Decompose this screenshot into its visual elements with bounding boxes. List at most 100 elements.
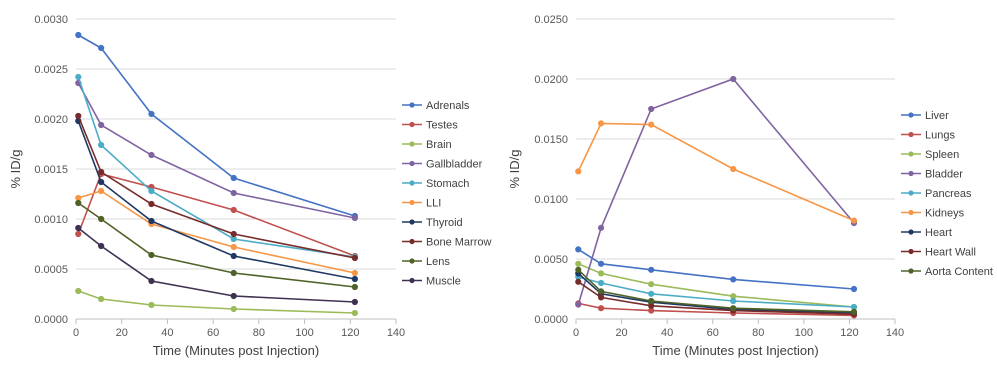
data-point-aorta-content (648, 297, 655, 305)
data-point-bone-marrow (230, 230, 237, 238)
data-point-spleen (648, 281, 655, 288)
data-point-thyroid (148, 217, 155, 225)
data-point-thyroid (351, 275, 358, 283)
data-point-pancreas (597, 279, 605, 287)
data-point-kidneys (850, 217, 858, 224)
legend-swatch-marker (409, 238, 415, 245)
data-point-thyroid (230, 252, 237, 260)
legend-swatch-marker (409, 219, 415, 225)
data-point-lli (351, 269, 358, 277)
data-point-gallbladder (230, 189, 237, 197)
data-point-muscle (75, 224, 82, 232)
data-point-bone-marrow (75, 112, 82, 120)
data-point-adrenals (230, 174, 237, 182)
data-point-stomach (75, 73, 82, 81)
data-point-heart-wall (597, 294, 605, 301)
legend-label: Thyroid (426, 217, 463, 229)
data-point-bone-marrow (351, 254, 358, 262)
data-point-lens (230, 269, 237, 277)
x-tick-label: 0 (73, 327, 79, 339)
data-point-brain (351, 309, 358, 317)
data-point-testes (230, 206, 237, 214)
series-line-bladder (577, 78, 855, 305)
data-point-lens (148, 251, 155, 259)
y-axis-title: % ID/g (507, 149, 522, 188)
x-tick-label: 100 (295, 327, 313, 339)
data-point-bladder (648, 105, 655, 113)
line-chart-right: 0.0000 0.0050 0.0100 0.0150 0.0200 0.0250 0 20 4… (507, 14, 993, 358)
legend-swatch-marker (908, 268, 914, 274)
series-line-liver (577, 248, 855, 290)
data-point-bladder (730, 75, 737, 83)
x-tick-label: 20 (116, 327, 128, 339)
legend-swatch-marker (409, 102, 415, 108)
series-line-kidneys (577, 122, 855, 222)
data-point-muscle (351, 298, 358, 306)
legend-swatch-marker (908, 170, 914, 177)
y-tick-label: 0.0005 (34, 264, 68, 276)
data-point-bladder (597, 224, 605, 231)
series-line-brain (78, 290, 355, 314)
legend-swatch-marker (908, 190, 914, 196)
data-point-kidneys (597, 120, 605, 127)
legend-label: Heart (925, 227, 952, 239)
y-axis-title: % ID/g (8, 149, 23, 188)
legend-swatch-marker (908, 229, 914, 235)
data-point-gallbladder (148, 151, 155, 159)
data-point-muscle (148, 277, 155, 285)
legend-swatch-marker (908, 151, 914, 157)
data-point-lungs (597, 305, 605, 312)
data-point-pancreas (648, 290, 655, 297)
x-tick-label: 120 (840, 327, 858, 339)
y-tick-label: 0.0100 (534, 194, 568, 206)
data-point-stomach (230, 235, 237, 243)
data-point-liver (575, 246, 582, 253)
legend-swatch-marker (409, 199, 415, 206)
legend-label: Adrenals (426, 100, 470, 112)
legend-label: Heart Wall (925, 247, 976, 259)
data-point-heart-wall (575, 278, 582, 285)
y-tick-label: 0.0250 (534, 14, 568, 26)
legend-label: Lens (426, 256, 450, 268)
legend-label: Bone Marrow (426, 237, 491, 249)
x-tick-label: 40 (161, 327, 173, 339)
series-line-adrenals (77, 34, 356, 217)
data-point-kidneys (575, 168, 582, 175)
y-tick-label: 0.0015 (34, 164, 68, 176)
x-tick-label: 60 (207, 327, 219, 339)
data-point-bone-marrow (148, 200, 155, 208)
y-tick-label: 0.0150 (534, 134, 568, 146)
data-point-kidneys (730, 165, 737, 173)
data-point-stomach (148, 187, 155, 195)
data-point-lli (230, 243, 237, 251)
x-tick-label: 140 (886, 327, 904, 339)
data-point-aorta-content (597, 288, 605, 295)
legend-label: Brain (426, 139, 452, 151)
legend-swatch-marker (908, 209, 914, 216)
data-point-brain (230, 305, 237, 313)
x-axis-title: Time (Minutes post Injection) (153, 343, 319, 358)
x-tick-label: 40 (661, 327, 673, 339)
legend-label: Muscle (426, 276, 461, 288)
legend-swatch-marker (908, 112, 914, 118)
data-point-aorta-content (850, 308, 858, 315)
data-point-muscle (98, 242, 105, 250)
series-line-gallbladder (77, 82, 356, 219)
x-axis-title: Time (Minutes post Injection) (652, 343, 818, 358)
x-tick-label: 20 (615, 327, 627, 339)
data-point-kidneys (648, 121, 655, 128)
legend-label: Pancreas (925, 188, 972, 200)
data-point-stomach (98, 141, 105, 149)
data-point-liver (730, 276, 737, 283)
y-tick-label: 0.0000 (34, 314, 68, 326)
legend-swatch-marker (409, 121, 415, 128)
legend-swatch-marker (409, 258, 415, 264)
y-tick-label: 0.0010 (34, 214, 68, 226)
series-line-muscle (77, 227, 355, 303)
data-point-spleen (597, 270, 605, 277)
series-line-stomach (77, 76, 356, 258)
x-tick-label: 0 (573, 327, 579, 339)
legend-label: Liver (925, 110, 949, 122)
legend-label: Stomach (426, 178, 469, 190)
data-point-muscle (230, 292, 237, 300)
